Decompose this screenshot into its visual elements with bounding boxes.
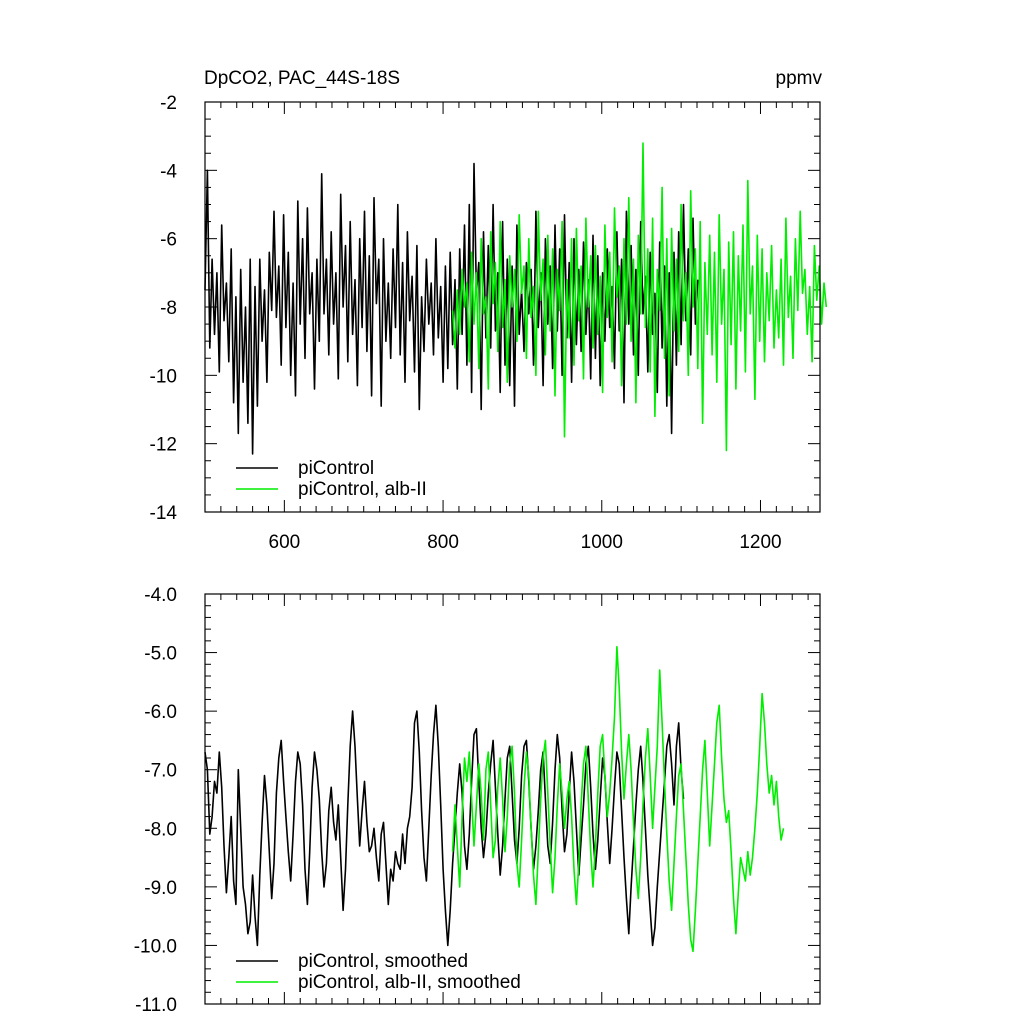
- y-tick-label: -11.0: [135, 995, 177, 1016]
- top-plot-lines: [204, 142, 828, 455]
- y-tick-label: -10: [150, 366, 177, 387]
- panel-top: DpCO2, PAC_44S-18S ppmv 600 800 1000 1200 -1…: [150, 68, 828, 553]
- top-plot-frame: [204, 101, 821, 513]
- y-tick-label: -8.0: [144, 819, 177, 840]
- bottom-legend: piControl, smoothed piControl, alb-II, s…: [236, 951, 521, 993]
- line-picontrol: [204, 162, 699, 455]
- y-tick-label: -5.0: [144, 644, 177, 665]
- legend-label-alb: piControl, alb-II: [298, 479, 427, 500]
- y-tick-label: -7.0: [144, 761, 177, 782]
- bottom-plot-frame: [204, 593, 821, 1005]
- y-tick-label: -12: [150, 435, 177, 456]
- top-axis-ticks: 600 800 1000 1200 -14 -12 -10 -8 -6 -4 -2: [150, 93, 820, 553]
- line-picontrol-alb: [451, 142, 828, 452]
- x-tick-label: 600: [269, 532, 301, 553]
- y-tick-label: -9.0: [144, 878, 177, 899]
- x-tick-label: 1000: [581, 532, 623, 553]
- x-tick-label: 1200: [739, 532, 781, 553]
- line-picontrol-smoothed: [204, 704, 685, 947]
- y-tick-label: -6: [160, 230, 177, 251]
- legend-label-picontrol-smoothed: piControl, smoothed: [298, 951, 468, 972]
- bottom-axis-ticks: -11.0 -10.0 -9.0 -8.0 -7.0 -6.0 -5.0 -4.0: [134, 585, 820, 1016]
- panel-bottom: -11.0 -10.0 -9.0 -8.0 -7.0 -6.0 -5.0 -4.0 piCon…: [134, 585, 821, 1016]
- y-tick-label: -4: [160, 161, 177, 182]
- y-tick-label: -10.0: [134, 936, 177, 957]
- chart-units: ppmv: [776, 68, 823, 89]
- chart-title: DpCO2, PAC_44S-18S: [204, 68, 400, 89]
- y-tick-label: -2: [160, 93, 177, 114]
- top-legend: piControl piControl, alb-II: [236, 458, 427, 500]
- y-tick-label: -14: [150, 503, 178, 524]
- bottom-plot-lines: [204, 645, 785, 953]
- y-tick-label: -8: [160, 298, 177, 319]
- y-tick-label: -4.0: [144, 585, 177, 606]
- line-picontrol-alb-smoothed: [451, 645, 785, 953]
- x-tick-label: 800: [427, 532, 459, 553]
- legend-label-picontrol: piControl: [298, 458, 374, 479]
- y-tick-label: -6.0: [144, 702, 177, 723]
- legend-label-alb-smoothed: piControl, alb-II, smoothed: [298, 972, 521, 993]
